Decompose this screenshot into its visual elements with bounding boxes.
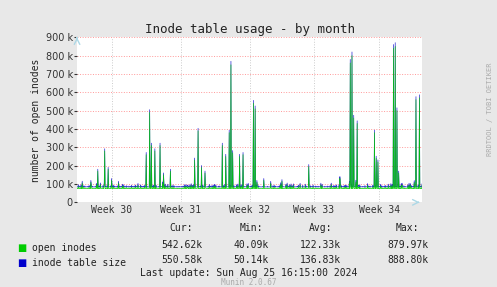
Text: 879.97k: 879.97k [387,240,428,250]
Text: Cur:: Cur: [169,223,193,233]
Y-axis label: number of open inodes: number of open inodes [31,58,41,181]
Text: open inodes: open inodes [32,243,97,253]
Text: 136.83k: 136.83k [300,255,341,265]
Text: Last update: Sun Aug 25 16:15:00 2024: Last update: Sun Aug 25 16:15:00 2024 [140,268,357,278]
Text: 888.80k: 888.80k [387,255,428,265]
Text: Munin 2.0.67: Munin 2.0.67 [221,278,276,287]
Text: 122.33k: 122.33k [300,240,341,250]
Text: Max:: Max: [396,223,419,233]
Text: inode table size: inode table size [32,258,126,267]
Text: Avg:: Avg: [309,223,332,233]
Text: 550.58k: 550.58k [161,255,202,265]
Text: RRDTOOL / TOBI OETIKER: RRDTOOL / TOBI OETIKER [487,62,493,156]
Text: ■: ■ [17,243,27,253]
Text: 40.09k: 40.09k [234,240,268,250]
Text: 542.62k: 542.62k [161,240,202,250]
Text: ■: ■ [17,258,27,267]
Text: Min:: Min: [239,223,263,233]
Text: 50.14k: 50.14k [234,255,268,265]
Title: Inode table usage - by month: Inode table usage - by month [145,23,355,36]
